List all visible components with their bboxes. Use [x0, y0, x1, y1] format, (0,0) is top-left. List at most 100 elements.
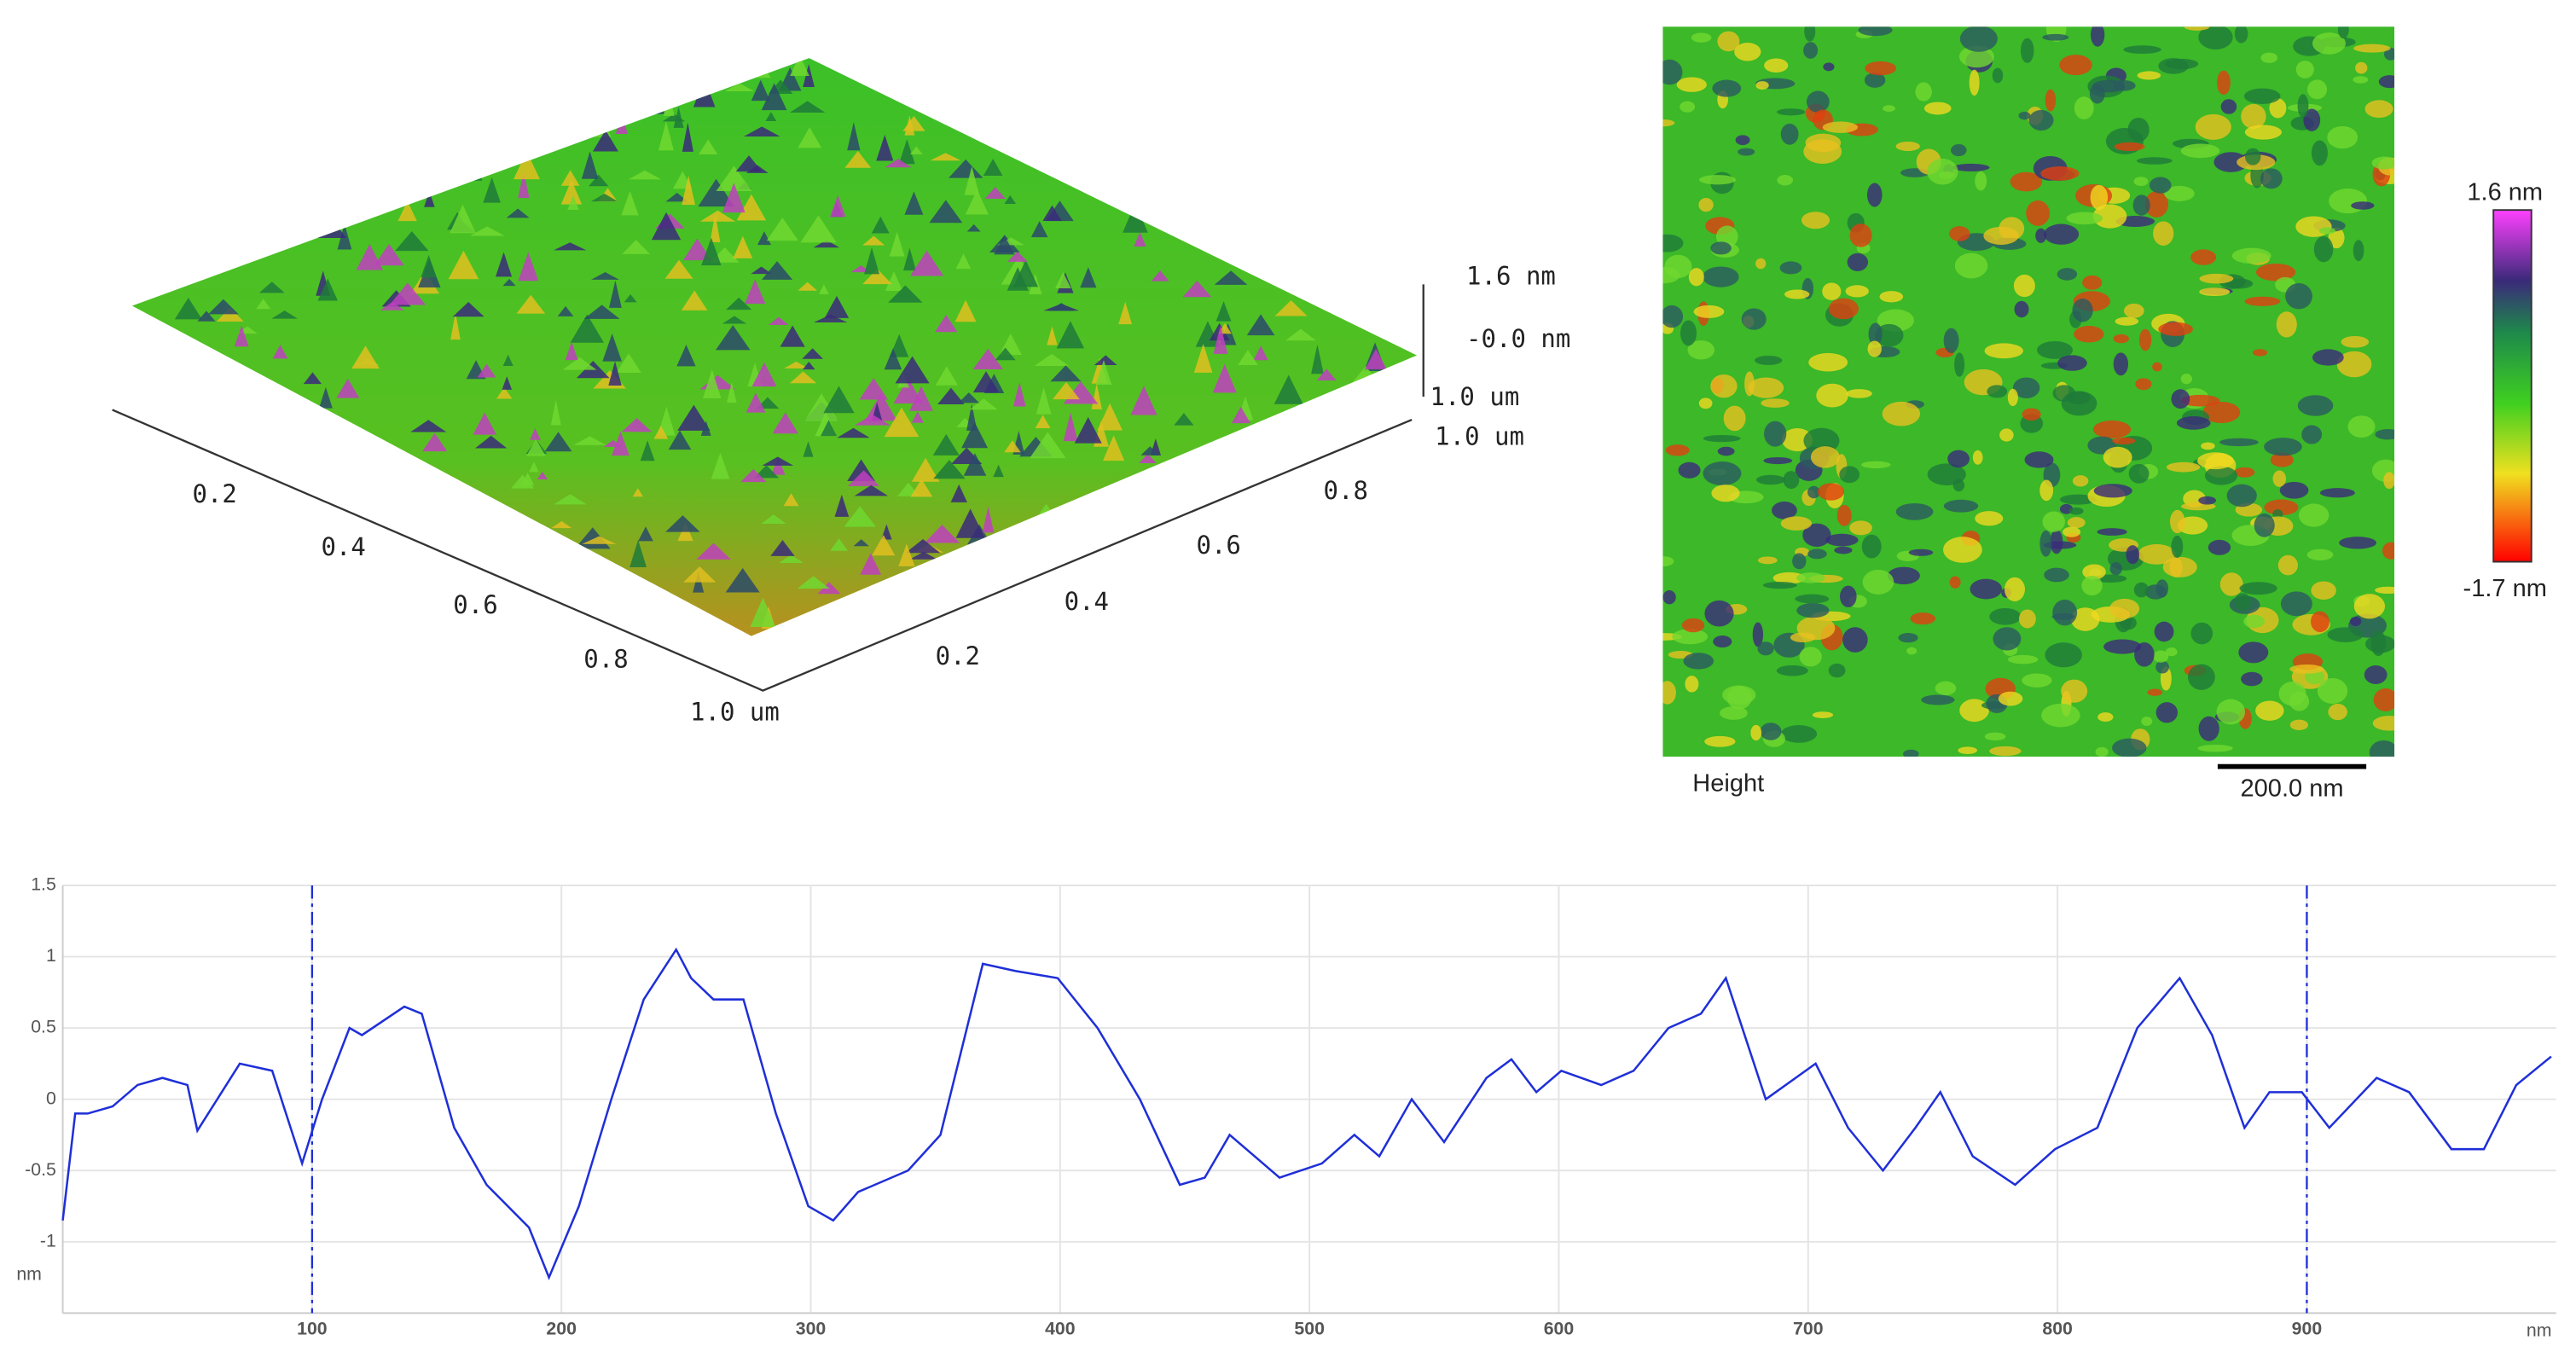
texture-peak [506, 208, 530, 218]
texture-blob [1662, 556, 1674, 567]
texture-peak [589, 174, 609, 187]
texture-blob [2197, 744, 2233, 752]
texture-peak [902, 115, 925, 131]
texture-peak [676, 345, 696, 367]
texture-blob [1772, 501, 1797, 519]
texture-peak [771, 456, 786, 475]
texture-blob [1958, 746, 1977, 754]
texture-peak [1130, 386, 1157, 415]
texture-blob [2276, 311, 2297, 338]
texture-blob [2128, 463, 2150, 484]
texture-blob [1849, 223, 1872, 247]
texture-blob [1703, 434, 1741, 443]
texture-blob [1842, 627, 1868, 653]
texture-peak [516, 294, 546, 314]
texture-blob [2303, 108, 2321, 131]
texture-peak [895, 356, 930, 384]
texture-blob [2153, 221, 2174, 246]
texture-blob [1764, 58, 1789, 73]
texture-peak [1273, 374, 1303, 404]
texture-blob [2243, 614, 2266, 629]
texture-peak [693, 78, 716, 107]
texture-peak [1182, 280, 1212, 298]
texture-peak [724, 83, 755, 91]
texture-blob [2264, 499, 2299, 516]
texture-peak [911, 411, 924, 423]
texture-blob [1662, 590, 1676, 605]
texture-peak [557, 305, 574, 316]
texture-blob [1762, 581, 1797, 589]
texture-peak [700, 421, 711, 436]
texture-peak [653, 426, 669, 439]
texture-blob [1681, 618, 1705, 633]
texture-peak [621, 418, 653, 432]
texture-blob [2382, 542, 2395, 560]
texture-peak [984, 187, 1006, 199]
texture-blob [2039, 479, 2054, 502]
texture-peak [1246, 314, 1275, 336]
texture-peak [884, 348, 902, 370]
texture-peak [303, 372, 322, 385]
texture-peak [803, 441, 814, 457]
texture-peak [272, 345, 288, 359]
texture-peak [640, 440, 655, 461]
texture-peak [699, 210, 736, 222]
texture-peak [1151, 270, 1169, 281]
texture-blob [2312, 32, 2346, 55]
texture-blob [1772, 572, 1806, 584]
texture-blob [2241, 671, 2263, 687]
texture-peak [502, 376, 513, 390]
texture-blob [2180, 374, 2193, 385]
texture-blob [2184, 26, 2210, 31]
texture-peak [1140, 446, 1160, 456]
texture-blob [2045, 89, 2057, 112]
texture-peak [854, 414, 891, 426]
texture-blob [2180, 143, 2220, 159]
texture-blob [1672, 629, 1709, 645]
texture-peak [422, 432, 448, 452]
texture-peak [560, 180, 583, 205]
texture-blob [1812, 711, 1834, 718]
texture-blob [1970, 578, 2003, 600]
texture-peak [1056, 321, 1085, 349]
texture-peak [783, 493, 799, 507]
texture-blob [2133, 582, 2150, 598]
texture-blob [1879, 291, 1904, 303]
texture-peak [374, 243, 404, 266]
texture-peak [565, 341, 578, 361]
texture-blob [2109, 562, 2122, 576]
texture-blob [1865, 61, 1897, 76]
texture-blob [1691, 32, 1712, 43]
texture-blob [1822, 282, 1842, 300]
texture-peak [983, 159, 1003, 177]
texture-peak [871, 216, 890, 234]
texture-peak [588, 111, 612, 137]
texture-blob [1887, 566, 1920, 585]
texture-blob [2057, 268, 2078, 281]
texture-blob [2095, 746, 2109, 757]
surface-3d: 0.2 0.4 0.6 0.8 1.0 um 0.2 0.4 0.6 0.8 1… [112, 58, 1570, 727]
texture-blob [1883, 105, 1896, 113]
texture-peak [909, 146, 923, 155]
texture-peak [424, 190, 435, 207]
y-unit: nm [16, 1263, 42, 1284]
texture-peak [798, 281, 818, 291]
texture-peak [735, 155, 763, 172]
texture-blob [2059, 55, 2092, 76]
texture-blob [2180, 394, 2220, 407]
texture-blob [2306, 548, 2334, 560]
texture-blob [2220, 99, 2237, 114]
y-tick-label: 1 [46, 945, 56, 966]
texture-blob [2067, 517, 2086, 529]
texture-blob [1803, 42, 1819, 59]
texture-blob [2020, 38, 2034, 63]
texture-blob [2336, 351, 2372, 378]
texture-peak [995, 347, 1016, 361]
texture-blob [2216, 699, 2246, 725]
texture-blob [1761, 398, 1790, 408]
texture-peak [1095, 360, 1112, 386]
texture-blob [2353, 44, 2391, 53]
texture-blob [2277, 554, 2298, 576]
texture-peak [1212, 363, 1237, 393]
texture-peak [890, 334, 909, 357]
